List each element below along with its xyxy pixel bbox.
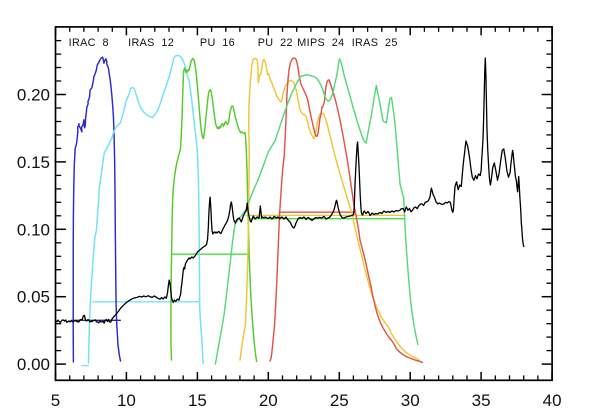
svg-text:35: 35 [472, 391, 491, 410]
svg-text:0.00: 0.00 [17, 355, 50, 374]
svg-text:40: 40 [543, 391, 562, 410]
svg-text:MIPS 24: MIPS 24 [297, 37, 344, 49]
svg-text:0.10: 0.10 [17, 220, 50, 239]
svg-text:PU 16: PU 16 [200, 37, 235, 49]
svg-text:20: 20 [259, 391, 278, 410]
svg-text:0.05: 0.05 [17, 288, 50, 307]
svg-text:IRAS 25: IRAS 25 [352, 37, 398, 49]
svg-text:PU 22: PU 22 [258, 37, 293, 49]
svg-text:10: 10 [117, 391, 136, 410]
svg-text:IRAC 8: IRAC 8 [69, 37, 109, 49]
svg-text:30: 30 [401, 391, 420, 410]
svg-text:15: 15 [188, 391, 207, 410]
svg-text:IRAS 12: IRAS 12 [128, 37, 174, 49]
svg-text:25: 25 [330, 391, 349, 410]
svg-text:5: 5 [51, 391, 60, 410]
svg-text:0.15: 0.15 [17, 153, 50, 172]
svg-text:0.20: 0.20 [17, 86, 50, 105]
